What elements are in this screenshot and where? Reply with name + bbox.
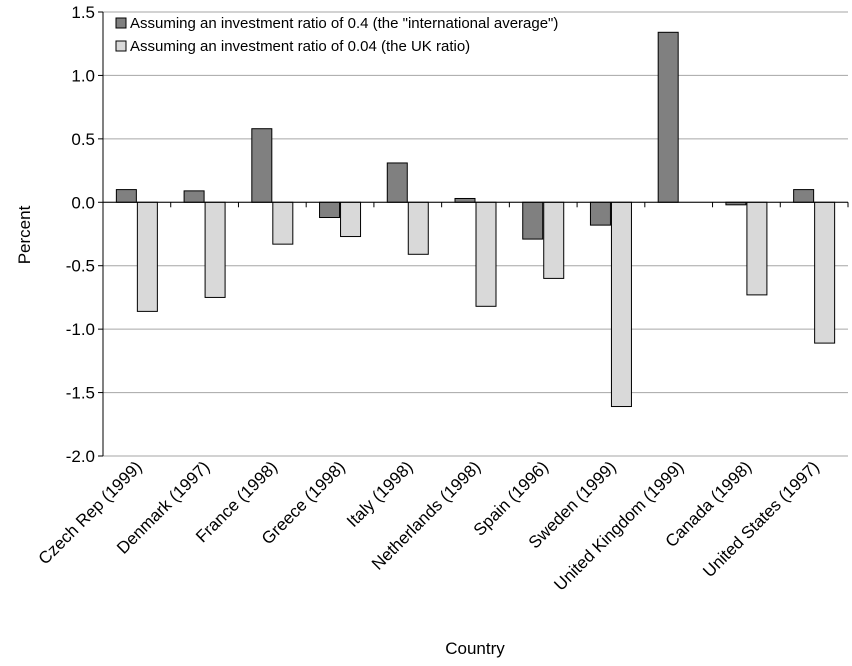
bar-international-average (454, 197, 476, 203)
y-tick-label: -0.5 (66, 257, 95, 276)
y-axis-title: Percent (15, 205, 34, 264)
bars (115, 31, 836, 408)
bar-uk-ratio (814, 201, 836, 344)
x-axis-title: Country (445, 639, 505, 658)
bar-international-average (251, 128, 273, 203)
bar-international-average (657, 31, 679, 203)
y-tick-label: -2.0 (66, 447, 95, 466)
y-tick-label: -1.0 (66, 320, 95, 339)
y-tick-label: 1.5 (71, 3, 95, 22)
legend-label: Assuming an investment ratio of 0.4 (the… (130, 15, 558, 32)
bar-uk-ratio (543, 201, 565, 279)
x-tick-label: United States (1997) (699, 457, 823, 581)
bar-international-average (386, 162, 408, 203)
x-tick-label: Italy (1998) (343, 457, 417, 531)
bar-international-average (183, 190, 205, 203)
bar-uk-ratio (475, 201, 497, 307)
bar-uk-ratio (407, 201, 429, 255)
bar-international-average (115, 189, 137, 203)
x-tick-label: United Kingdom (1999) (550, 457, 687, 594)
bar-uk-ratio (340, 201, 362, 238)
bar-international-average (793, 189, 815, 203)
bar-uk-ratio (136, 201, 158, 312)
x-tick-labels: Czech Rep (1999)Denmark (1997)France (19… (35, 457, 823, 594)
y-tick-label: 0.0 (71, 193, 95, 212)
y-tick-labels: 1.5 1.0 0.5 0.0 -0.5 -1.0 -1.5 -2.0 (66, 3, 95, 466)
legend: Assuming an investment ratio of 0.4 (the… (115, 15, 558, 55)
axes (98, 11, 849, 457)
legend-swatch (115, 17, 127, 29)
bar-uk-ratio (610, 201, 632, 408)
bar-uk-ratio (204, 201, 226, 298)
bar-international-average (589, 201, 611, 226)
legend-label: Assuming an investment ratio of 0.04 (th… (130, 38, 470, 55)
y-tick-label: 1.0 (71, 66, 95, 85)
legend-swatch (115, 40, 127, 52)
bar-uk-ratio (746, 201, 768, 296)
bar-international-average (319, 201, 341, 219)
y-tick-label: -1.5 (66, 384, 95, 403)
bar-international-average (522, 201, 544, 240)
bar-uk-ratio (272, 201, 294, 245)
y-tick-label: 0.5 (71, 130, 95, 149)
